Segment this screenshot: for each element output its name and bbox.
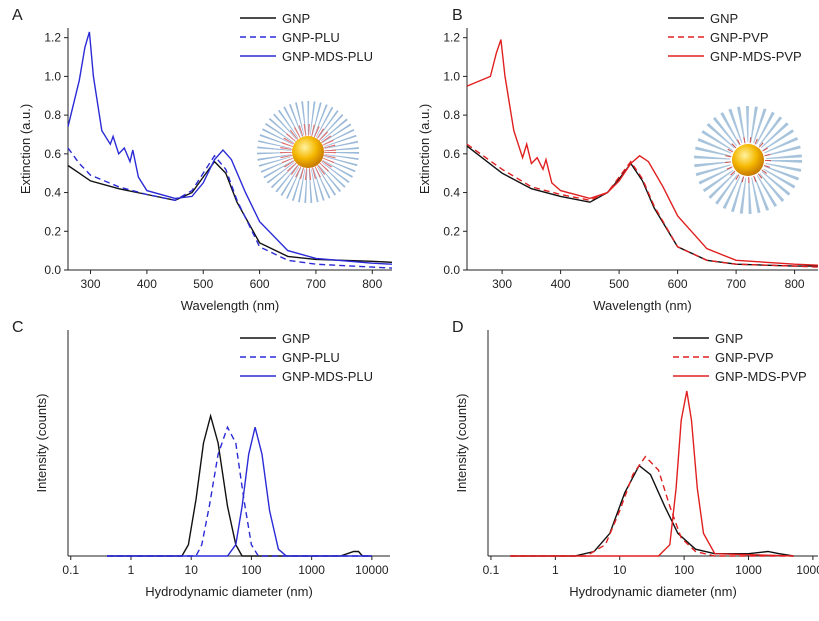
y-tick-label: 0.0 [44,263,61,277]
y-tick-label: 1.2 [443,31,460,45]
x-tick-label: 700 [306,277,326,291]
inner-shell [725,137,771,183]
x-tick-label: 0.1 [62,563,79,577]
x-axis-label: Wavelength (nm) [593,298,692,313]
panel: A 300 400 500 600 700 800 0.0 0.2 0.4 0.6 0.8 1.0 1.2… [12,7,393,313]
x-axis-label: Hydrodynamic diameter (nm) [145,584,313,599]
x-tick-label: 800 [785,277,805,291]
x-tick-label: 600 [250,277,270,291]
x-tick-label: 600 [668,277,688,291]
legend-label: GNP-PVP [715,350,774,365]
x-tick-label: 10 [613,563,627,577]
y-tick-label: 1.2 [44,31,61,45]
y-tick-label: 0.6 [443,147,460,161]
series-line [107,425,372,557]
legend-label: GNP-MDS-PVP [710,49,802,64]
y-tick-label: 0.4 [44,186,61,200]
legend-label: GNP [282,11,310,26]
x-tick-label: 500 [609,277,629,291]
x-tick-label: 400 [137,277,157,291]
y-axis-label: Intensity (counts) [454,394,469,493]
series-line [510,464,794,557]
legend-label: GNP [282,331,310,346]
x-tick-label: 1000 [298,563,325,577]
x-tick-label: 500 [193,277,213,291]
y-tick-label: 1.0 [44,69,61,83]
legend-label: GNP [710,11,738,26]
y-tick-label: 0.2 [443,224,460,238]
legend-label: GNP-MDS-PVP [715,369,807,384]
x-tick-label: 800 [362,277,382,291]
y-tick-label: 0.8 [44,108,61,122]
polymer-shell [694,106,802,214]
y-tick-label: 0.6 [44,147,61,161]
x-tick-label: 700 [726,277,746,291]
panel: C 0.1 1 10 100 1000 10000 Hydrodynamic diameter… [12,319,390,599]
panel-label: C [12,319,24,336]
panel: D 0.1 1 10 100 1000 10000 Hydrodynamic diameter… [452,319,819,599]
series-line [466,39,819,266]
x-tick-label: 0.1 [483,563,500,577]
series-line [67,31,393,265]
series-line [107,427,372,557]
y-tick-label: 0.4 [443,186,460,200]
series-line [466,143,819,268]
y-tick-label: 1.0 [443,69,460,83]
y-tick-label: 0.2 [44,224,61,238]
legend-label: GNP-PLU [282,350,340,365]
x-tick-label: 1 [552,563,559,577]
legend-label: GNP-PVP [710,30,769,45]
legend-label: GNP-PLU [282,30,340,45]
x-axis-label: Wavelength (nm) [181,298,280,313]
legend-label: GNP [715,331,743,346]
inner-shell [280,124,336,180]
gold-core [292,136,324,168]
x-tick-label: 400 [551,277,571,291]
x-tick-label: 300 [81,277,101,291]
x-tick-label: 100 [241,563,261,577]
series-line [510,455,794,557]
x-tick-label: 10 [185,563,199,577]
panel-label: B [452,7,463,24]
y-axis-label: Extinction (a.u.) [417,104,432,194]
legend-label: GNP-MDS-PLU [282,49,373,64]
panel-label: A [12,7,23,24]
y-tick-label: 0.0 [443,263,460,277]
x-tick-label: 1 [128,563,135,577]
inset-pvp [694,106,802,214]
x-tick-label: 10000 [796,563,819,577]
y-tick-label: 0.8 [443,108,460,122]
series-line [67,147,393,269]
gold-core [732,144,764,176]
series-line [107,413,372,557]
legend-label: GNP-MDS-PLU [282,369,373,384]
inset-plu [257,101,359,203]
panel: B 300 400 500 600 700 800 0.0 0.2 0.4 0.6 0.8 1.0 1.2… [417,7,819,313]
y-axis-label: Extinction (a.u.) [18,104,33,194]
x-tick-label: 300 [492,277,512,291]
x-axis-label: Hydrodynamic diameter (nm) [569,584,737,599]
series-line [510,390,794,557]
x-tick-label: 10000 [355,563,389,577]
x-tick-label: 1000 [735,563,762,577]
panel-label: D [452,319,464,336]
y-axis-label: Intensity (counts) [34,394,49,493]
series-line [67,160,393,263]
x-tick-label: 100 [674,563,694,577]
polymer-shell [257,101,359,203]
